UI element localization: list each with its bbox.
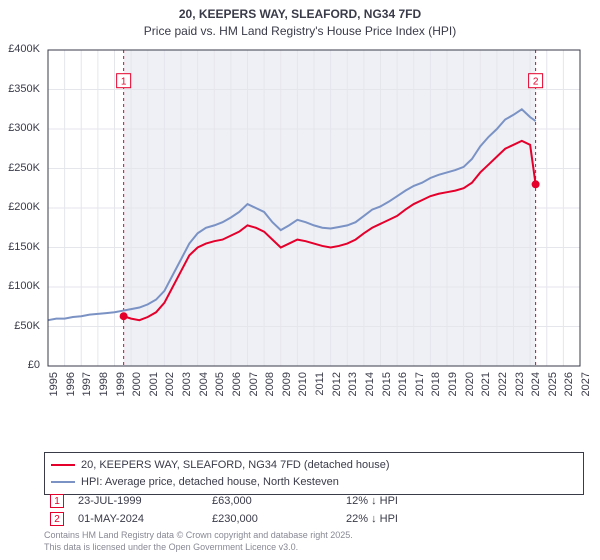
x-tick-label: 2027 bbox=[580, 372, 592, 408]
x-tick-label: 2005 bbox=[214, 372, 226, 408]
y-tick-label: £200K bbox=[0, 201, 40, 213]
marker-pct: 12% ↓ HPI bbox=[346, 495, 466, 507]
title-block: 20, KEEPERS WAY, SLEAFORD, NG34 7FD Pric… bbox=[0, 0, 600, 40]
legend-label: 20, KEEPERS WAY, SLEAFORD, NG34 7FD (det… bbox=[81, 457, 390, 474]
marker-pct: 22% ↓ HPI bbox=[346, 513, 466, 525]
y-tick-label: £250K bbox=[0, 162, 40, 174]
x-tick-label: 2014 bbox=[364, 372, 376, 408]
marker-date: 01-MAY-2024 bbox=[78, 513, 198, 525]
x-tick-label: 2008 bbox=[264, 372, 276, 408]
x-tick-label: 2021 bbox=[480, 372, 492, 408]
x-tick-label: 2017 bbox=[414, 372, 426, 408]
x-tick-label: 1995 bbox=[48, 372, 60, 408]
y-tick-label: £400K bbox=[0, 43, 40, 55]
x-tick-label: 2003 bbox=[181, 372, 193, 408]
x-tick-label: 2011 bbox=[314, 372, 326, 408]
footer-line: Contains HM Land Registry data © Crown c… bbox=[44, 530, 584, 542]
legend-row: HPI: Average price, detached house, Nort… bbox=[51, 474, 577, 491]
x-tick-label: 2023 bbox=[514, 372, 526, 408]
legend-label: HPI: Average price, detached house, Nort… bbox=[81, 474, 339, 491]
x-tick-label: 1997 bbox=[81, 372, 93, 408]
x-tick-label: 1996 bbox=[65, 372, 77, 408]
y-tick-label: £150K bbox=[0, 241, 40, 253]
x-tick-label: 2001 bbox=[148, 372, 160, 408]
x-tick-label: 2019 bbox=[447, 372, 459, 408]
y-tick-label: £100K bbox=[0, 280, 40, 292]
chart-container: 20, KEEPERS WAY, SLEAFORD, NG34 7FD Pric… bbox=[0, 0, 600, 560]
footer: Contains HM Land Registry data © Crown c… bbox=[44, 530, 584, 553]
svg-text:2: 2 bbox=[533, 77, 539, 88]
marker-date: 23-JUL-1999 bbox=[78, 495, 198, 507]
marker-row: 1 23-JUL-1999 £63,000 12% ↓ HPI bbox=[44, 492, 584, 510]
markers-table: 1 23-JUL-1999 £63,000 12% ↓ HPI 2 01-MAY… bbox=[44, 492, 584, 528]
marker-price: £63,000 bbox=[212, 495, 332, 507]
x-tick-label: 2009 bbox=[281, 372, 293, 408]
x-tick-label: 2024 bbox=[530, 372, 542, 408]
y-tick-label: £50K bbox=[0, 320, 40, 332]
x-tick-label: 2018 bbox=[430, 372, 442, 408]
x-tick-label: 1998 bbox=[98, 372, 110, 408]
marker-badge: 1 bbox=[50, 494, 64, 508]
chart-svg: 12 bbox=[44, 46, 584, 406]
marker-price: £230,000 bbox=[212, 513, 332, 525]
x-tick-label: 2022 bbox=[497, 372, 509, 408]
x-tick-label: 2025 bbox=[547, 372, 559, 408]
x-tick-label: 2016 bbox=[397, 372, 409, 408]
title-address: 20, KEEPERS WAY, SLEAFORD, NG34 7FD bbox=[0, 6, 600, 23]
x-tick-label: 2004 bbox=[198, 372, 210, 408]
y-tick-label: £0 bbox=[0, 359, 40, 371]
title-subtitle: Price paid vs. HM Land Registry's House … bbox=[0, 23, 600, 40]
svg-text:1: 1 bbox=[121, 77, 127, 88]
legend-swatch bbox=[51, 464, 75, 466]
footer-line: This data is licensed under the Open Gov… bbox=[44, 542, 584, 554]
x-tick-label: 2015 bbox=[381, 372, 393, 408]
x-tick-label: 2010 bbox=[297, 372, 309, 408]
x-tick-label: 2000 bbox=[131, 372, 143, 408]
x-tick-label: 2013 bbox=[347, 372, 359, 408]
x-tick-label: 2007 bbox=[248, 372, 260, 408]
marker-badge: 2 bbox=[50, 512, 64, 526]
legend: 20, KEEPERS WAY, SLEAFORD, NG34 7FD (det… bbox=[44, 452, 584, 495]
x-tick-label: 1999 bbox=[115, 372, 127, 408]
chart-area: 12 £0£50K£100K£150K£200K£250K£300K£350K£… bbox=[44, 46, 584, 406]
y-tick-label: £300K bbox=[0, 122, 40, 134]
legend-row: 20, KEEPERS WAY, SLEAFORD, NG34 7FD (det… bbox=[51, 457, 577, 474]
x-tick-label: 2026 bbox=[563, 372, 575, 408]
x-tick-label: 2002 bbox=[164, 372, 176, 408]
x-tick-label: 2006 bbox=[231, 372, 243, 408]
legend-swatch bbox=[51, 481, 75, 483]
x-tick-label: 2012 bbox=[331, 372, 343, 408]
marker-row: 2 01-MAY-2024 £230,000 22% ↓ HPI bbox=[44, 510, 584, 528]
y-tick-label: £350K bbox=[0, 83, 40, 95]
x-tick-label: 2020 bbox=[464, 372, 476, 408]
